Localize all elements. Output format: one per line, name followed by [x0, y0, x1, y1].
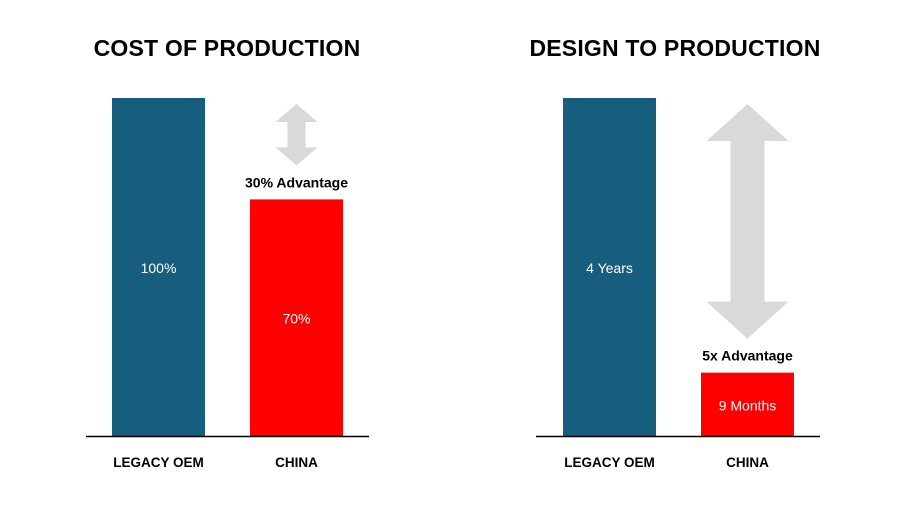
chart-title: DESIGN TO PRODUCTION: [529, 35, 821, 61]
advantage-annotation: 30% Advantage: [245, 174, 348, 190]
bar-legacy-oem: [563, 98, 656, 436]
bar-china: [250, 199, 343, 436]
double-arrow-icon: [275, 104, 318, 166]
double-arrow-icon: [706, 104, 789, 339]
bar-legacy-oem: [112, 98, 205, 436]
bar-china: [701, 372, 794, 436]
category-label: CHINA: [275, 455, 318, 470]
bar-data-label: 9 Months: [719, 397, 777, 413]
category-label: CHINA: [726, 455, 769, 470]
bar-data-label: 70%: [282, 311, 310, 327]
chart-title: COST OF PRODUCTION: [93, 35, 361, 61]
category-label: LEGACY OEM: [564, 455, 655, 470]
design-to-production-chart: DESIGN TO PRODUCTION 4 Years LEGACY OEM 9 …: [450, 0, 900, 506]
bar-data-label: 4 Years: [586, 260, 633, 276]
chart-plot: 100% LEGACY OEM 70% CHINA 30% Advantage: [86, 98, 369, 470]
category-label: LEGACY OEM: [113, 455, 204, 470]
advantage-annotation: 5x Advantage: [702, 348, 793, 364]
chart-plot: 4 Years LEGACY OEM 9 Months CHINA 5x Advanta…: [536, 98, 820, 470]
bar-data-label: 100%: [141, 260, 177, 276]
cost-of-production-chart: COST OF PRODUCTION 100% LEGACY OEM 70% CHIN…: [2, 0, 452, 506]
